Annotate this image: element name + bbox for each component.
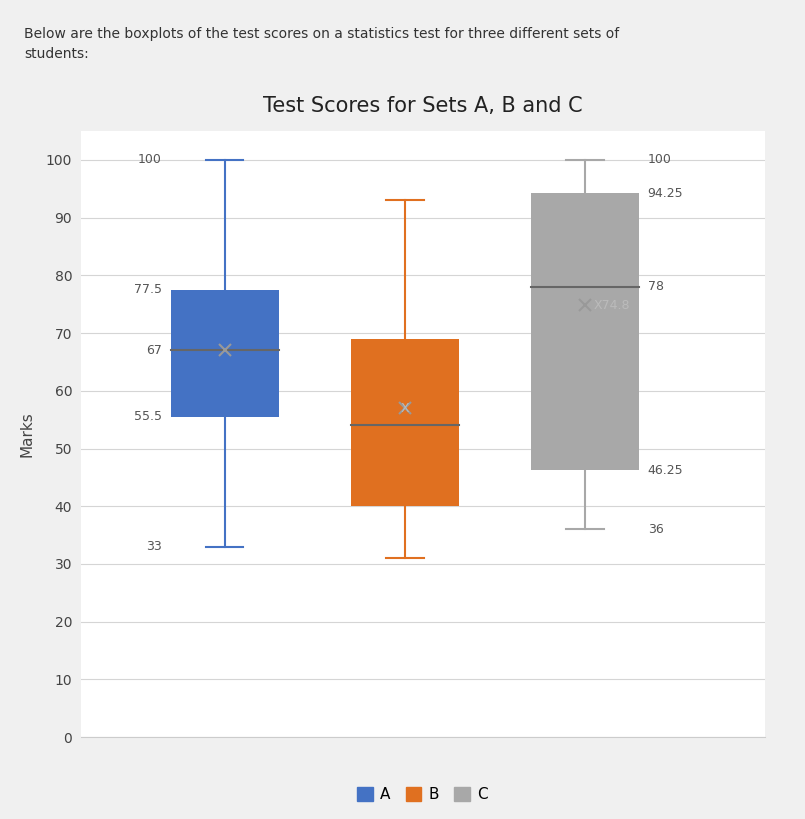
Text: 100: 100: [648, 153, 671, 166]
Text: 46.25: 46.25: [648, 464, 683, 477]
Text: 100: 100: [138, 153, 162, 166]
Legend: A, B, C: A, B, C: [351, 781, 494, 808]
Bar: [351, 339, 459, 506]
Text: 78: 78: [648, 280, 663, 293]
Title: Test Scores for Sets A, B and C: Test Scores for Sets A, B and C: [262, 96, 583, 115]
Text: 77.5: 77.5: [134, 283, 162, 296]
Bar: [530, 193, 638, 470]
Bar: [171, 290, 279, 417]
Y-axis label: Marks: Marks: [19, 411, 35, 457]
Text: 94.25: 94.25: [648, 187, 683, 200]
Text: 36: 36: [648, 523, 663, 536]
Text: 33: 33: [146, 540, 162, 553]
Text: 67: 67: [146, 344, 162, 357]
Text: X: X: [400, 401, 409, 414]
Text: Below are the boxplots of the test scores on a statistics test for three differe: Below are the boxplots of the test score…: [24, 28, 619, 61]
Text: X74.8: X74.8: [593, 299, 630, 312]
Text: 55.5: 55.5: [134, 410, 162, 423]
